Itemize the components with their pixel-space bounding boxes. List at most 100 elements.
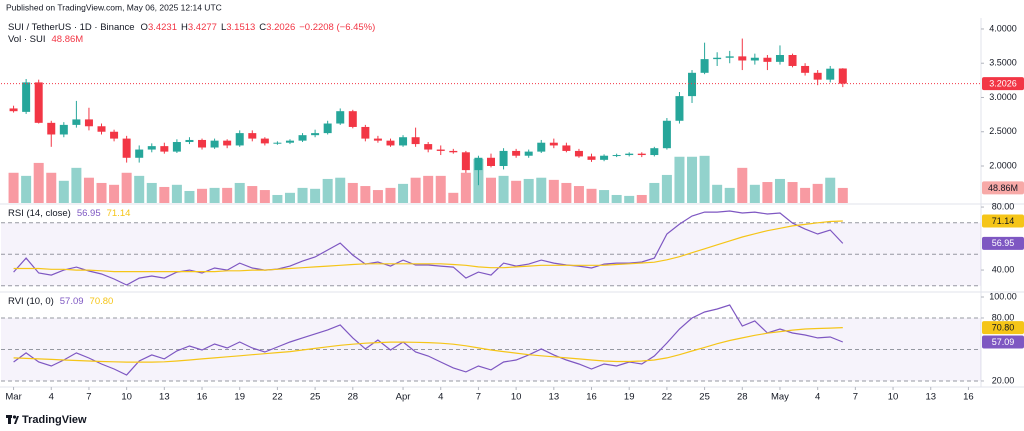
volume-bar — [611, 194, 622, 203]
volume-bar — [134, 175, 145, 203]
symbol: SUI / TetherUS · 1D · Binance — [8, 22, 135, 33]
x-tick-label: 7 — [853, 392, 858, 403]
y-tick-label: 3.5000 — [989, 58, 1017, 68]
legend: SUI / TetherUS · 1D · Binance O3.4231 H3.4… — [8, 22, 375, 33]
ohlc-key: L — [221, 22, 226, 33]
candle-body — [524, 151, 533, 156]
volume-bar — [423, 175, 434, 203]
volume-bar — [486, 177, 496, 203]
volume-bar — [372, 190, 383, 203]
volume-bar — [837, 187, 848, 203]
y-tick-label: 100.00 — [989, 291, 1017, 301]
candle-body — [763, 57, 772, 62]
x-tick-label: 16 — [197, 392, 208, 403]
volume-bar — [284, 192, 295, 203]
volume-bar — [121, 172, 132, 203]
indicator-badge-bg — [982, 236, 1024, 250]
volume-badge-bg — [982, 181, 1024, 195]
candle-body — [725, 56, 734, 58]
y-tick-label: 2.0000 — [989, 160, 1017, 170]
candle-body — [600, 155, 609, 160]
volume-bar — [599, 190, 610, 203]
ohlc-value: 3.4231 — [148, 22, 177, 33]
candle-body — [713, 57, 722, 60]
candle-body — [637, 153, 646, 156]
candle-body — [499, 150, 508, 166]
volume-bar — [624, 195, 635, 203]
legend: RSI (14, close) 56.95 71.14 — [8, 208, 130, 219]
candle-body — [700, 59, 709, 73]
x-tick-label: Apr — [396, 392, 411, 403]
indicator-value: 56.95 — [77, 208, 101, 219]
candle-body — [185, 139, 194, 143]
volume-bar — [774, 178, 785, 203]
volume-bar — [649, 182, 660, 203]
candle-body — [574, 150, 583, 157]
published-note: Published on TradingView.com, May 06, 20… — [6, 2, 222, 12]
candle-body — [474, 157, 483, 171]
candle-body — [537, 142, 546, 152]
candle-body — [147, 146, 156, 150]
candle-body — [172, 142, 181, 152]
volume-bar — [498, 175, 509, 203]
candle-body — [122, 138, 131, 158]
candle-body — [361, 126, 370, 139]
volume-bar — [724, 187, 735, 203]
y-tick-label: 20.00 — [992, 375, 1015, 385]
volume-name: Vol · SUI — [8, 34, 46, 45]
volume-bar — [712, 184, 723, 203]
x-tick-label: 25 — [699, 392, 710, 403]
indicator-value: 70.80 — [90, 296, 114, 307]
volume-bar — [825, 177, 836, 203]
volume-bar — [247, 186, 258, 203]
volume-bar — [398, 183, 409, 203]
volume-bar — [33, 162, 44, 203]
candle-body — [801, 65, 810, 73]
x-tick-label: 13 — [159, 392, 170, 403]
candle-body — [160, 146, 169, 152]
indicator-title: RSI (14, close) — [8, 208, 71, 219]
candle-body — [223, 140, 232, 146]
indicator-badge-bg — [982, 214, 1024, 228]
x-tick-label: 10 — [511, 392, 522, 403]
candle-body — [662, 120, 671, 149]
volume-bar — [96, 182, 107, 203]
candle-body — [348, 111, 357, 127]
candle-body — [285, 140, 294, 143]
candle-body — [210, 140, 219, 148]
x-tick-label: 16 — [586, 392, 597, 403]
volume-bar — [234, 182, 245, 203]
candle-body — [110, 131, 119, 139]
candle-body — [612, 155, 621, 157]
volume-bar — [335, 177, 346, 203]
candle-body — [311, 133, 320, 136]
volume-bar — [762, 182, 773, 203]
volume-bar — [347, 182, 358, 203]
candle-body — [198, 139, 207, 148]
x-tick-label: 22 — [272, 392, 283, 403]
x-tick-label: 13 — [925, 392, 936, 403]
candle-body — [22, 82, 31, 112]
candle-body — [273, 142, 282, 144]
volume-bar — [800, 187, 811, 203]
legend: RVI (10, 0) 57.09 70.80 — [8, 296, 113, 307]
ohlc-value: 3.2026 — [266, 22, 295, 33]
volume-bar — [46, 172, 57, 203]
indicator-line — [13, 327, 843, 363]
candle-body — [813, 72, 822, 80]
candle-body — [72, 119, 81, 125]
x-tick-label: 13 — [549, 392, 560, 403]
x-tick-label: 7 — [86, 392, 91, 403]
volume-bar — [146, 182, 157, 203]
candle-body — [260, 138, 269, 144]
x-tick-label: 16 — [963, 392, 974, 403]
indicator-badge: 70.80 — [992, 323, 1015, 333]
candle-body — [461, 152, 470, 171]
x-tick-label: 10 — [121, 392, 132, 403]
indicator-line — [13, 304, 844, 376]
candle-body — [788, 55, 797, 66]
x-tick-label: May — [771, 392, 789, 403]
logo — [6, 415, 19, 424]
candle-body — [650, 148, 659, 156]
volume-bar — [184, 190, 195, 203]
